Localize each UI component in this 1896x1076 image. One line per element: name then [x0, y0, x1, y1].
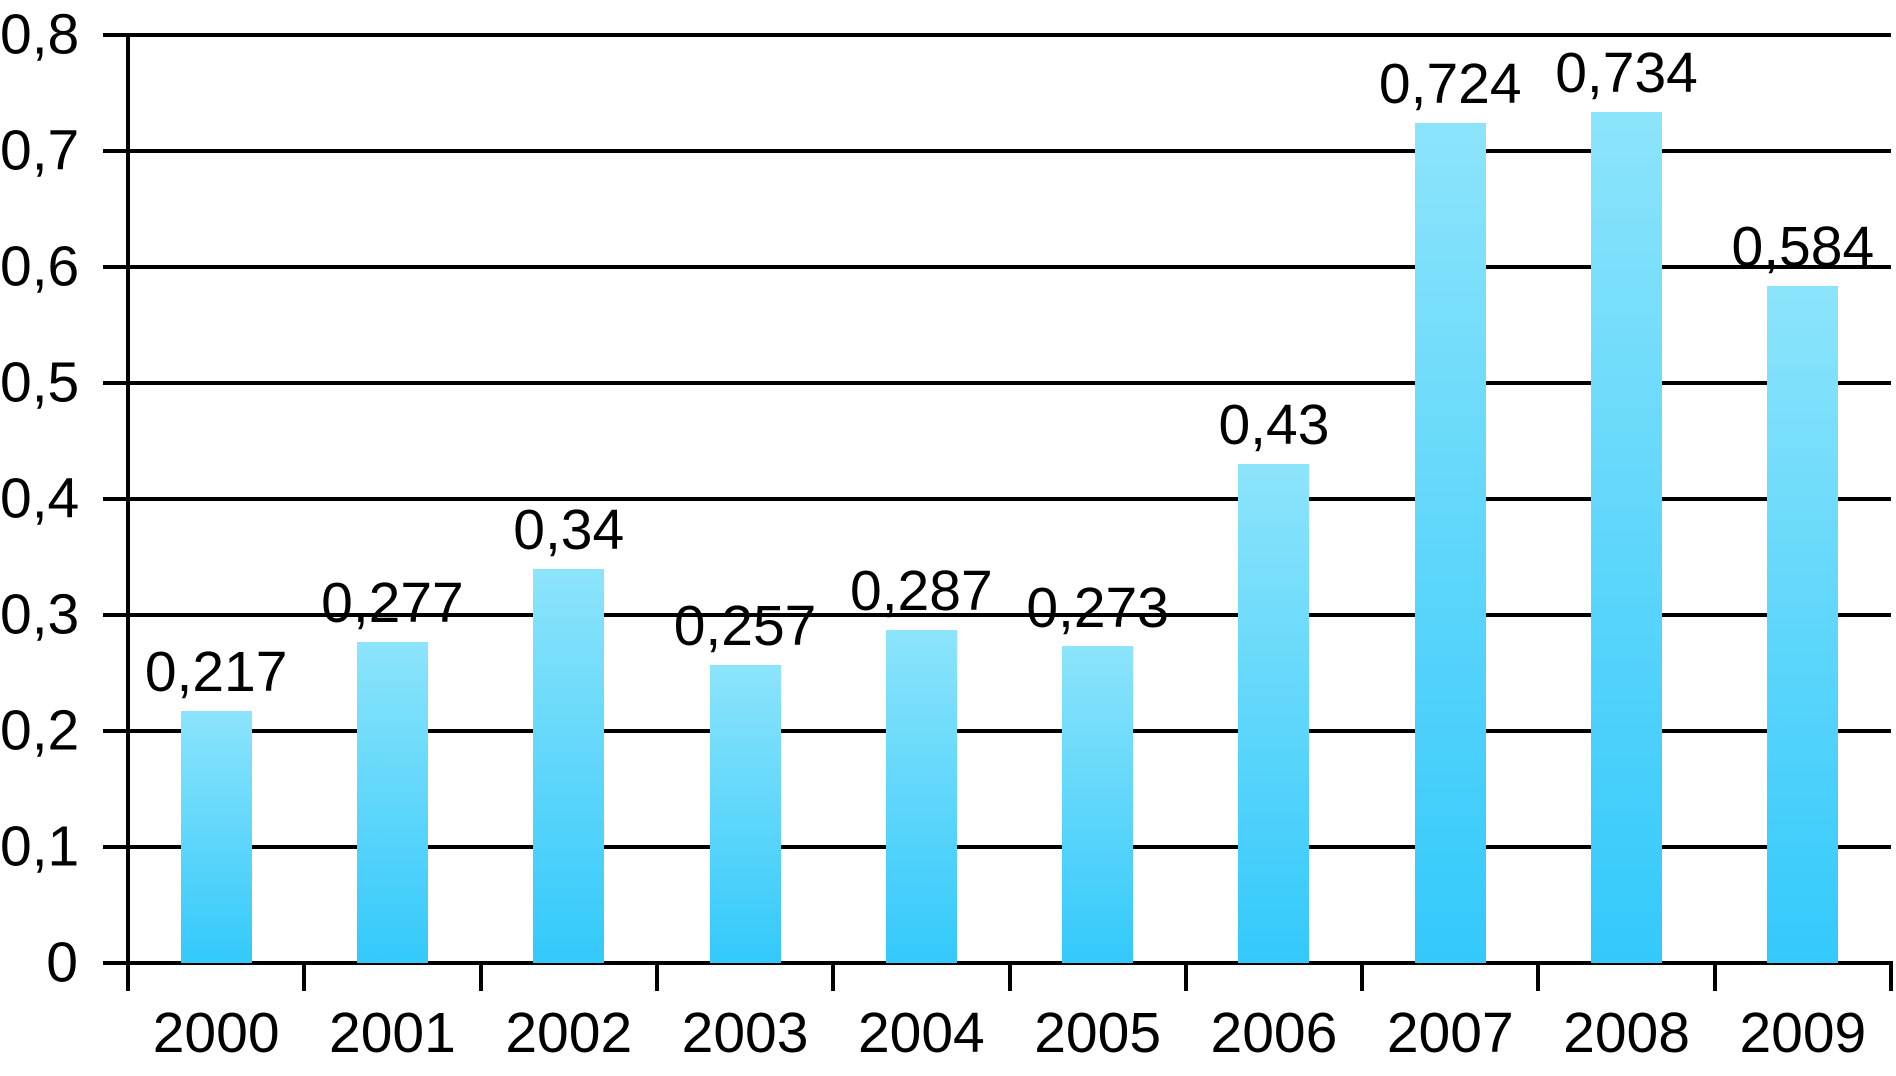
y-axis-tick-label: 0,6	[0, 234, 80, 299]
value-label-2001: 0,277	[321, 570, 464, 635]
value-label-2009: 0,584	[1731, 214, 1875, 279]
gridline-0,1	[103, 845, 1891, 849]
bar-2005	[1062, 646, 1134, 963]
x-axis-tick	[1007, 961, 1012, 991]
value-label-2008: 0,734	[1555, 40, 1698, 105]
gridline-0,2	[103, 729, 1891, 733]
value-label-2007: 0,724	[1378, 52, 1522, 117]
bar-2008	[1591, 111, 1663, 963]
bar-2003	[709, 664, 781, 963]
bar-2009	[1767, 285, 1839, 963]
value-label-2000: 0,217	[144, 640, 288, 705]
x-axis-label-2002: 2002	[505, 1001, 633, 1065]
y-axis-tick-label: 0,5	[0, 350, 80, 415]
x-axis-tick	[1536, 961, 1541, 991]
value-label-2003: 0,257	[673, 594, 817, 659]
gridline-0,5	[103, 381, 1891, 385]
y-axis-tick-label: 0	[46, 930, 78, 995]
x-axis-tick	[1889, 961, 1893, 991]
x-axis-tick	[831, 961, 836, 991]
x-axis-label-2001: 2001	[329, 1001, 456, 1065]
x-axis-tick	[1360, 961, 1365, 991]
y-axis-tick-label: 0,7	[0, 118, 80, 183]
x-axis-label-2009: 2009	[1739, 1001, 1867, 1065]
y-axis-tick-label: 0,1	[0, 814, 80, 879]
x-axis-tick	[302, 961, 307, 991]
gridline-0,4	[103, 497, 1891, 501]
bar-2004	[885, 630, 957, 963]
bar-2007	[1414, 123, 1486, 963]
x-axis-label-2007: 2007	[1386, 1001, 1514, 1065]
gridline-0,7	[103, 149, 1891, 153]
y-axis-line	[126, 33, 130, 991]
y-axis-tick-label: 0,4	[0, 466, 80, 531]
gridline-0,3	[103, 613, 1891, 617]
x-axis-label-2003: 2003	[681, 1001, 809, 1065]
y-axis-tick-label: 0,2	[0, 698, 80, 763]
gridline-0,6	[103, 265, 1891, 269]
x-axis-tick	[478, 961, 483, 991]
bar-2000	[180, 711, 252, 963]
bar-2002	[533, 568, 605, 963]
value-label-2005: 0,273	[1026, 575, 1169, 640]
x-axis-tick	[1183, 961, 1188, 991]
bar-2006	[1238, 464, 1310, 963]
x-axis-label-2004: 2004	[857, 1001, 985, 1065]
x-axis-label-2008: 2008	[1563, 1001, 1690, 1065]
value-label-2002: 0,34	[513, 497, 625, 562]
y-axis-tick-label: 0,3	[0, 582, 80, 647]
y-axis-tick-label: 0,8	[0, 2, 80, 67]
x-axis-label-2005: 2005	[1034, 1001, 1162, 1065]
gridline-0,8	[103, 33, 1891, 37]
x-axis-label-2000: 2000	[152, 1001, 280, 1065]
x-axis-tick	[654, 961, 659, 991]
gridline-0	[103, 961, 1891, 965]
x-axis-tick	[1712, 961, 1717, 991]
x-axis-label-2006: 2006	[1210, 1001, 1338, 1065]
value-label-2004: 0,287	[850, 559, 993, 624]
bar-2001	[356, 641, 428, 963]
value-label-2006: 0,43	[1218, 393, 1330, 458]
